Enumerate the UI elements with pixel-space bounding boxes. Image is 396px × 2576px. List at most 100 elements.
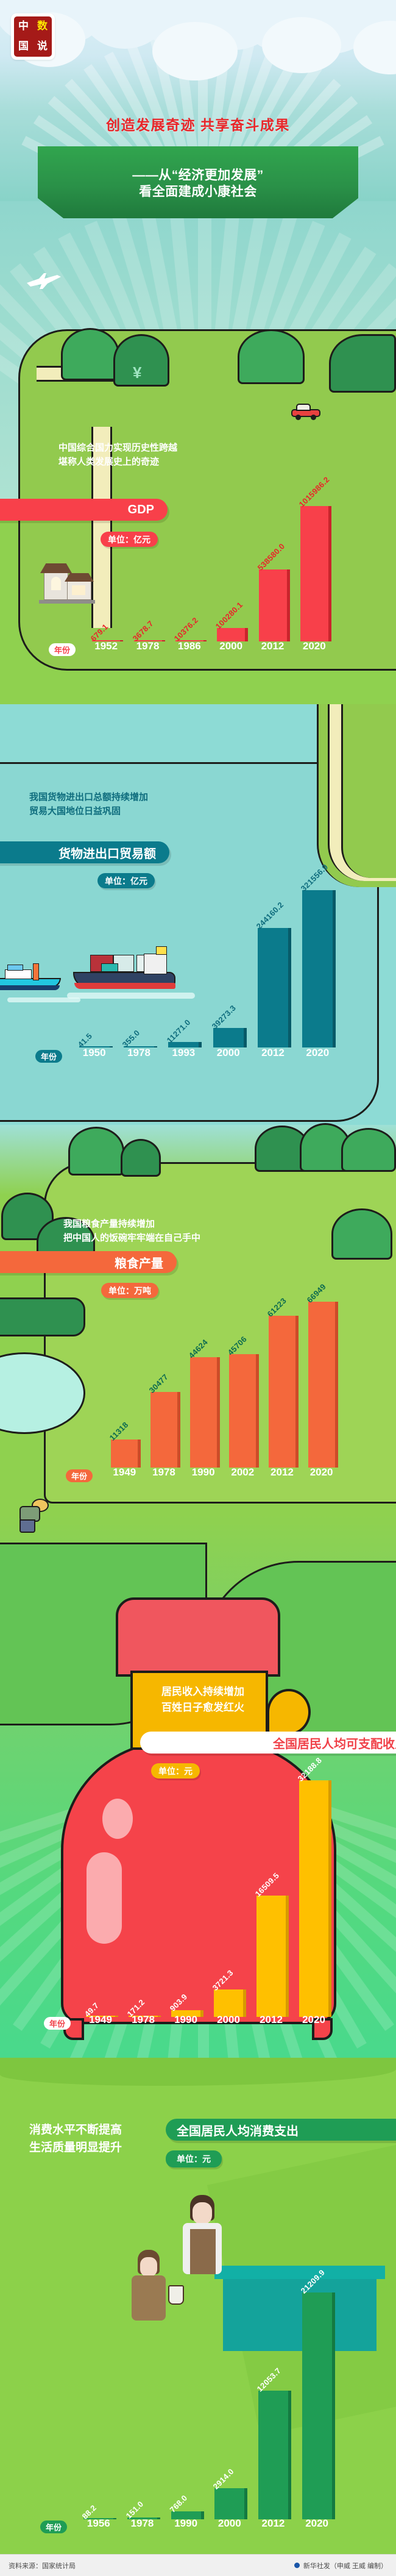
house-icon xyxy=(38,561,96,604)
bar xyxy=(214,2488,247,2519)
year-tick: 1990 xyxy=(174,2517,198,2529)
year-tick: 1990 xyxy=(191,1466,215,1478)
bar xyxy=(300,506,331,641)
bar xyxy=(175,640,207,641)
cloud-band xyxy=(0,0,396,91)
grain-caption: 我国粮食产量持续增加 把中国人的饭碗牢牢端在自己手中 xyxy=(63,1217,200,1246)
bar-shadow xyxy=(243,1989,246,2017)
bar-shadow xyxy=(335,1302,338,1468)
money-bag xyxy=(113,334,169,387)
seal-char: 数 xyxy=(37,20,48,32)
farmer-icon xyxy=(17,1495,51,1533)
bag-foot xyxy=(312,2018,333,2040)
bar xyxy=(302,890,336,1047)
year-tick: 2012 xyxy=(261,2517,285,2529)
consumption-caption-line-2: 生活质量明显提升 xyxy=(29,2141,122,2154)
year-tick: 1978 xyxy=(130,2517,154,2529)
hill xyxy=(0,2058,396,2086)
cloud xyxy=(152,22,238,80)
bar-value-label: 100280.1 xyxy=(213,600,245,631)
bar-value-label: 2914.0 xyxy=(211,2466,236,2491)
bar-shadow xyxy=(328,1780,331,2017)
consumption-year-badge: 年份 xyxy=(40,2521,67,2533)
bar-shadow xyxy=(177,1392,180,1468)
grain-label-pill: 粮食产量 xyxy=(0,1251,177,1273)
subtitle-line-2: 看全面建成小康社会 xyxy=(139,185,257,199)
counter-top xyxy=(214,2266,385,2279)
bar-shadow xyxy=(158,2016,161,2017)
bar xyxy=(83,2518,116,2519)
year-tick: 1986 xyxy=(177,640,201,652)
bar-shadow xyxy=(154,1046,157,1047)
bar-shadow xyxy=(203,640,207,641)
year-tick: 2020 xyxy=(305,2517,329,2529)
hill xyxy=(61,328,119,380)
bar-shadow xyxy=(328,506,331,641)
bar-value-label: 3721.3 xyxy=(210,1968,235,1993)
gdp-year-badge: 年份 xyxy=(49,643,76,656)
footer-bar: 资料来源：国家统计局 新华社发（申威 王威 编制） xyxy=(0,2554,396,2576)
brand-seal-logo: 中数国说 xyxy=(11,13,55,60)
year-tick: 2012 xyxy=(261,1047,285,1058)
consumption-caption: 消费水平不断提高 生活质量明显提升 xyxy=(29,2122,122,2157)
gdp-caption: 中国综合国力实现历史性跨越 堪称人类发展史上的奇迹 xyxy=(58,441,177,469)
trade-year-badge: 年份 xyxy=(35,1050,62,1063)
bar-value-label: 10376.2 xyxy=(172,615,200,643)
year-tick: 2000 xyxy=(217,2014,240,2025)
hill xyxy=(329,334,396,393)
seal-char: 说 xyxy=(37,40,48,52)
year-tick: 1993 xyxy=(172,1047,196,1058)
income-caption-line-2: 百姓日子愈发红火 xyxy=(161,1701,244,1713)
bar-shadow xyxy=(244,1028,247,1047)
bar xyxy=(190,1357,220,1468)
customer-icon xyxy=(129,2250,184,2329)
income-year-axis: 1949 1978 1990 2000 2012 2020 xyxy=(79,2014,335,2026)
year-tick: 2002 xyxy=(231,1466,255,1478)
year-tick: 1950 xyxy=(82,1047,106,1058)
year-tick: 1978 xyxy=(136,640,160,652)
boat-icon xyxy=(0,961,67,993)
gdp-label-pill: GDP xyxy=(0,499,168,521)
shopkeeper-icon xyxy=(177,2195,244,2292)
year-tick: 1949 xyxy=(89,2014,112,2025)
bar xyxy=(92,640,123,641)
year-tick: 2000 xyxy=(216,1047,240,1058)
trade-bar-chart: 41.5 355.0 11271.0 39273.3 244160.2 321556.9 xyxy=(72,862,340,1049)
year-tick: 2000 xyxy=(219,640,243,652)
bar-shadow xyxy=(200,2010,203,2017)
subtitle-line-1: ——从“经济更加发展” xyxy=(132,168,264,182)
bar-value-label: 538580.0 xyxy=(255,541,287,573)
consumption-bar-chart: 88.2 151.0 768.0 2914.0 12053.7 21209.9 xyxy=(77,2267,339,2521)
year-tick: 2012 xyxy=(270,1466,294,1478)
seal-char: 国 xyxy=(18,40,29,52)
bar-shadow xyxy=(110,1046,113,1047)
bar xyxy=(259,569,290,641)
year-tick: 2000 xyxy=(217,2517,241,2529)
grain-caption-line-2: 把中国人的饭碗牢牢端在自己手中 xyxy=(63,1233,201,1244)
footer-credit-wrap: 新华社发（申威 王威 编制） xyxy=(294,2561,387,2571)
bar xyxy=(129,2016,161,2017)
year-tick: 1956 xyxy=(87,2517,110,2529)
trade-caption: 我国货物进出口总额持续增加 贸易大国地位日益巩固 xyxy=(29,790,148,819)
bar xyxy=(308,1302,338,1468)
yuan-symbol-icon: ¥ xyxy=(133,363,142,382)
bar xyxy=(124,1046,157,1047)
road xyxy=(91,427,112,628)
bar-shadow xyxy=(288,2391,291,2519)
bar xyxy=(171,2511,204,2519)
gdp-bar-chart: 679.1 3678.7 10376.2 100280.1 538580.0 101598… xyxy=(85,475,335,643)
wave xyxy=(7,997,80,1002)
bar xyxy=(168,1042,202,1047)
bar xyxy=(258,928,291,1047)
hill xyxy=(0,1297,85,1336)
bar xyxy=(79,1046,113,1047)
bar-value-label: 12053.7 xyxy=(255,2366,283,2394)
gdp-caption-line-2: 堪称人类发展史上的奇迹 xyxy=(58,457,160,468)
bar-shadow xyxy=(286,1896,289,2017)
year-tick: 1978 xyxy=(132,2014,155,2025)
bar-shadow xyxy=(157,2517,160,2519)
year-tick: 2020 xyxy=(302,2014,325,2025)
subtitle-ribbon: ——从“经济更加发展” 看全面建成小康社会 xyxy=(38,146,358,218)
bar-shadow xyxy=(245,628,248,641)
trade-unit-pill: 单位：亿元 xyxy=(97,873,155,888)
